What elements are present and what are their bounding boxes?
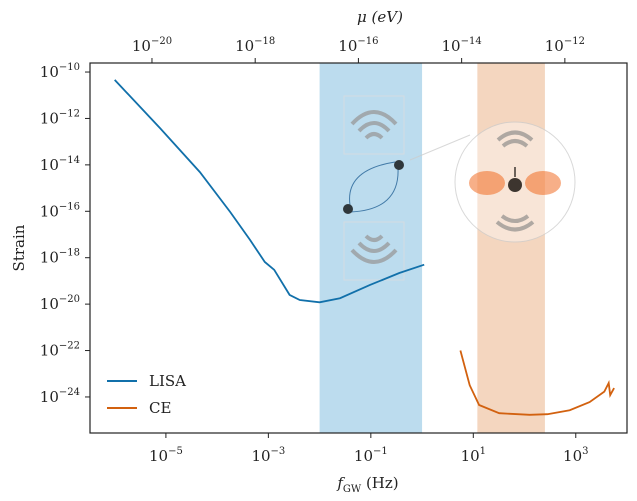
x-tick-label: 103 [563, 446, 588, 465]
x-tick-label: 101 [461, 446, 486, 465]
x2-tick-label: 10−16 [338, 36, 378, 55]
x-tick-label: 10−5 [149, 446, 183, 465]
x2-tick-label: 10−20 [132, 36, 172, 55]
bands [319, 63, 545, 433]
y-tick-label: 10−16 [40, 201, 80, 220]
wave [350, 234, 398, 264]
band [477, 63, 545, 433]
body [394, 160, 404, 170]
zoom-line [409, 134, 471, 161]
x2-tick-label: 10−18 [235, 36, 275, 55]
x2-tick-label: 10−12 [545, 36, 585, 55]
x-axis-title: fGW (Hz) [336, 474, 398, 495]
y-tick-label: 10−20 [40, 294, 80, 313]
cloud [525, 171, 561, 195]
y-tick-label: 10−24 [40, 387, 80, 406]
legend-label: LISA [149, 372, 186, 390]
illustration [343, 95, 576, 281]
y-axis-title: Strain [10, 224, 28, 271]
wave [350, 110, 398, 140]
legend-label: CE [149, 399, 171, 417]
y-tick-label: 10−22 [40, 341, 80, 360]
panel [343, 221, 405, 281]
x2-axis-title: μ (eV) [357, 8, 403, 26]
cloud [469, 171, 505, 195]
body [343, 204, 353, 214]
y-tick-label: 10−18 [40, 248, 80, 267]
line [114, 79, 425, 304]
x-tick-label: 10−3 [251, 446, 285, 465]
y-tick-label: 10−12 [40, 108, 80, 127]
panel [343, 95, 405, 155]
y-tick-label: 10−14 [40, 155, 80, 174]
wave [495, 130, 535, 232]
orbit [349, 161, 399, 213]
x-tick-label: 10−1 [354, 446, 388, 465]
y-tick-label: 10−10 [40, 62, 80, 81]
x2-tick-label: 10−14 [442, 36, 482, 55]
band [319, 63, 423, 433]
body [508, 178, 522, 192]
line [459, 350, 615, 416]
